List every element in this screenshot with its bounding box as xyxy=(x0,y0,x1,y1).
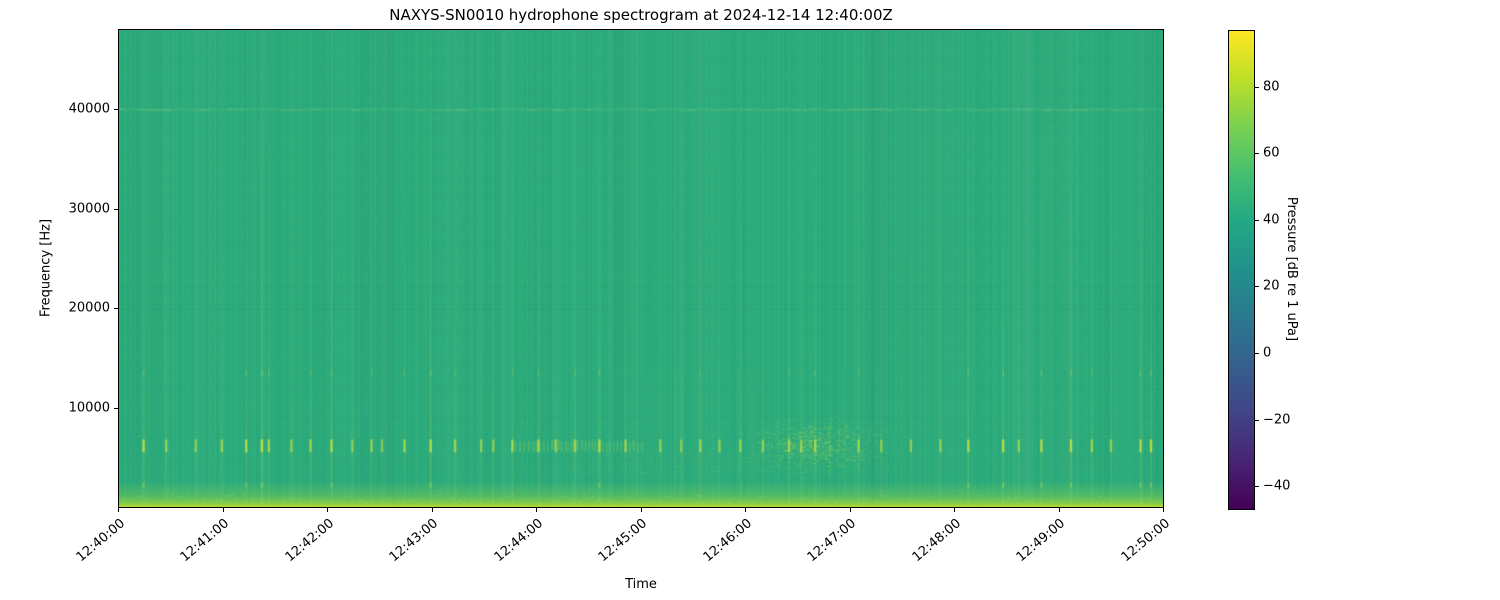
colorbar-tick-mark xyxy=(1255,486,1259,488)
colorbar-tick-label: 0 xyxy=(1263,345,1272,361)
y-tick-label: 20000 xyxy=(68,300,110,316)
x-tick-mark xyxy=(1163,508,1164,512)
x-tick-mark xyxy=(745,508,746,512)
spectrogram-heatmap xyxy=(119,30,1163,507)
y-axis-label: Frequency [Hz] xyxy=(38,218,54,318)
colorbar-label: Pressure [dB re 1 uPa] xyxy=(1284,196,1299,342)
y-tick-label: 30000 xyxy=(68,201,110,217)
y-tick-mark xyxy=(114,208,118,210)
colorbar-tick-label: 60 xyxy=(1263,145,1280,161)
x-tick-mark xyxy=(640,508,642,512)
colorbar-tick-mark xyxy=(1255,153,1259,155)
colorbar-tick-mark xyxy=(1255,219,1259,221)
x-tick-mark xyxy=(222,508,224,512)
x-tick-mark xyxy=(849,508,851,512)
y-tick-mark xyxy=(114,308,118,310)
colorbar-tick-label: −20 xyxy=(1263,412,1291,428)
colorbar-tick-label: 80 xyxy=(1263,79,1280,95)
x-tick-mark xyxy=(954,508,955,512)
y-tick-label: 40000 xyxy=(68,101,110,117)
x-axis-label: Time xyxy=(625,577,657,592)
colorbar-tick-mark xyxy=(1255,86,1259,88)
x-tick-mark xyxy=(431,508,433,512)
colorbar-tick-label: 40 xyxy=(1263,212,1280,228)
x-tick-mark xyxy=(1058,508,1060,512)
y-tick-mark xyxy=(114,408,118,410)
plot-frame xyxy=(118,29,1164,508)
x-tick-mark xyxy=(327,508,328,512)
colorbar-tick-mark xyxy=(1255,286,1259,288)
colorbar-tick-mark xyxy=(1255,353,1259,355)
colorbar-gradient xyxy=(1228,30,1255,510)
y-tick-mark xyxy=(114,108,118,110)
colorbar-tick-label: 20 xyxy=(1263,278,1280,294)
x-tick-mark xyxy=(536,508,537,512)
chart-title: NAXYS-SN0010 hydrophone spectrogram at 2… xyxy=(389,6,893,24)
colorbar-tick-label: −40 xyxy=(1263,478,1291,494)
y-tick-label: 10000 xyxy=(68,400,110,416)
colorbar-tick-mark xyxy=(1255,419,1259,421)
x-tick-mark xyxy=(118,508,119,512)
